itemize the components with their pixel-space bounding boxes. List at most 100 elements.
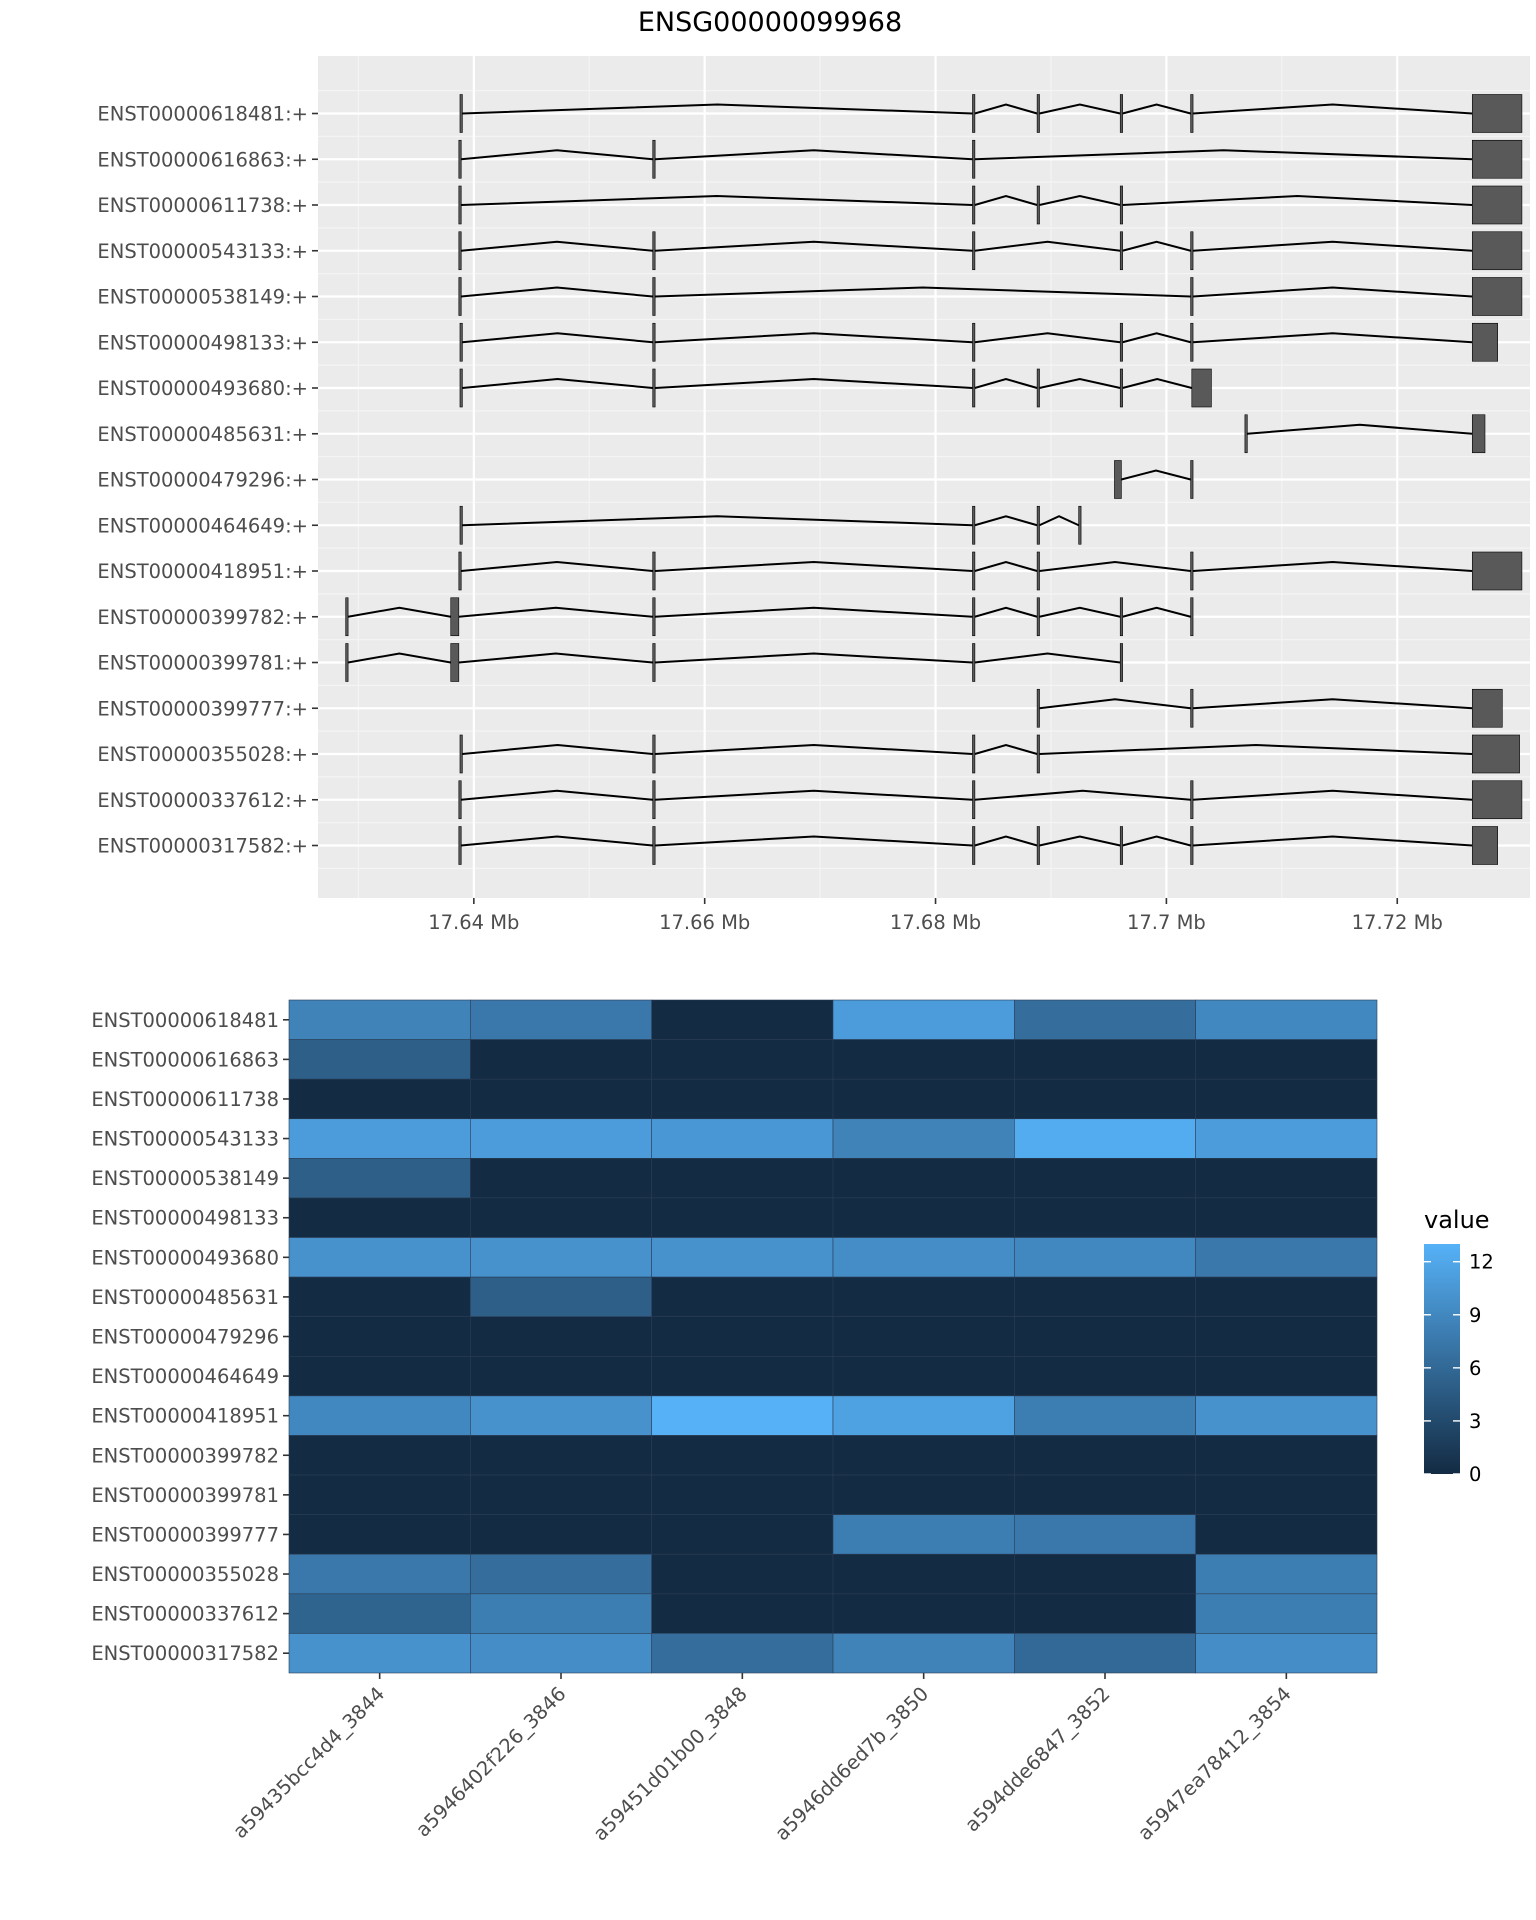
heatmap-cell	[651, 1514, 834, 1555]
exon	[1471, 322, 1498, 362]
transcript-label: ENST00000543133:+	[97, 240, 308, 263]
intron	[974, 743, 1038, 755]
exon	[972, 322, 976, 362]
row-label: ENST00000418951	[91, 1405, 279, 1428]
intron	[654, 835, 973, 847]
exon	[450, 643, 460, 682]
intron	[1039, 698, 1191, 710]
exon	[458, 826, 462, 865]
intron	[974, 240, 1121, 252]
x-tick-label: 17.66 Mb	[659, 911, 750, 934]
exon	[1190, 826, 1194, 865]
heatmap-cell	[1014, 1355, 1196, 1397]
heatmap-cell	[1014, 1553, 1196, 1595]
row-label: ENST00000479296	[91, 1326, 279, 1349]
intron	[974, 332, 1121, 344]
row-label: ENST00000543133	[91, 1128, 279, 1151]
heatmap-cell	[832, 1158, 1015, 1199]
heatmap-cell	[1195, 999, 1378, 1040]
row-label: ENST00000399781	[91, 1484, 279, 1507]
exon	[1036, 185, 1040, 225]
transcript-label: ENST00000618481:+	[97, 103, 308, 126]
intron	[654, 240, 973, 252]
row-label: ENST00000538149	[91, 1167, 279, 1190]
intron	[1122, 606, 1191, 618]
heatmap-cell	[288, 1553, 471, 1595]
heatmap-row-labels: ENST00000618481 ENST00000616863 ENST000006…	[91, 1009, 289, 1665]
exon	[972, 94, 976, 133]
exon	[1036, 734, 1040, 774]
intron	[1039, 560, 1191, 572]
row-label: ENST00000355028	[91, 1563, 279, 1586]
exon	[458, 231, 462, 271]
intron	[1039, 103, 1121, 115]
heatmap-cell	[651, 1633, 834, 1674]
transcript-label: ENST00000399777:+	[97, 697, 308, 720]
heatmap-cell	[1014, 1078, 1196, 1120]
intron	[461, 560, 653, 572]
intron	[974, 194, 1038, 206]
exon	[972, 368, 976, 408]
intron	[1122, 240, 1191, 252]
heatmap-cell	[470, 1435, 652, 1476]
heatmap-cell	[832, 1118, 1015, 1159]
transcript-label: ENST00000479296:+	[97, 469, 308, 492]
exon	[972, 780, 976, 820]
intron	[974, 149, 1473, 161]
heatmap-cell	[470, 1474, 652, 1515]
heatmap-cell	[1014, 1435, 1196, 1476]
exon	[652, 277, 656, 316]
heatmap-cell	[1014, 1039, 1196, 1080]
intron	[1192, 835, 1473, 847]
gene-model-panel	[318, 56, 1530, 898]
heatmap-cell	[651, 1078, 834, 1120]
intron	[462, 377, 653, 389]
heatmap-cell	[288, 1276, 471, 1318]
x-tick-label: 17.68 Mb	[890, 911, 981, 934]
heatmap-cell	[1195, 1553, 1378, 1595]
intron	[974, 789, 1191, 801]
exon	[652, 734, 656, 774]
intron	[461, 789, 653, 801]
exon	[1471, 94, 1523, 133]
heatmap-cell	[651, 999, 834, 1040]
x-tick-label: 17.7 Mb	[1127, 911, 1206, 934]
heatmap-cell	[1014, 1237, 1196, 1278]
heatmap-cell	[651, 1118, 834, 1159]
exon	[1471, 780, 1523, 820]
exon	[972, 826, 976, 865]
exon	[972, 643, 976, 682]
intron	[1039, 377, 1121, 389]
heatmap-cell	[1014, 1118, 1196, 1159]
exon	[652, 551, 656, 591]
heatmap-cell	[1195, 1237, 1378, 1278]
exon	[1119, 94, 1123, 133]
heatmap-cell	[288, 1593, 471, 1634]
heatmap-cell	[832, 1633, 1015, 1674]
intron	[654, 652, 973, 664]
transcript-label: ENST00000464649:+	[97, 514, 308, 537]
exon	[1119, 368, 1123, 408]
exon	[972, 185, 976, 225]
exon	[1471, 551, 1523, 591]
heatmap-cell	[832, 1237, 1015, 1278]
legend-tick-label: 0	[1469, 1463, 1481, 1486]
intron	[458, 606, 653, 618]
exon	[1244, 414, 1248, 454]
exon	[1471, 185, 1523, 225]
transcript-label: ENST00000399782:+	[97, 606, 308, 629]
row-label: ENST00000464649	[91, 1365, 279, 1388]
exon	[972, 231, 976, 271]
x-tick-label: 17.72 Mb	[1352, 911, 1443, 934]
exon	[1036, 551, 1040, 591]
heatmap-cell	[651, 1158, 834, 1199]
exon	[1190, 688, 1194, 728]
legend-tick-label: 3	[1469, 1410, 1481, 1433]
heatmap-cell	[651, 1039, 834, 1080]
row-label: ENST00000337612	[91, 1603, 279, 1626]
heatmap-cell	[288, 1197, 471, 1238]
exon	[1114, 460, 1122, 499]
intron	[654, 149, 973, 161]
intron	[654, 789, 973, 801]
